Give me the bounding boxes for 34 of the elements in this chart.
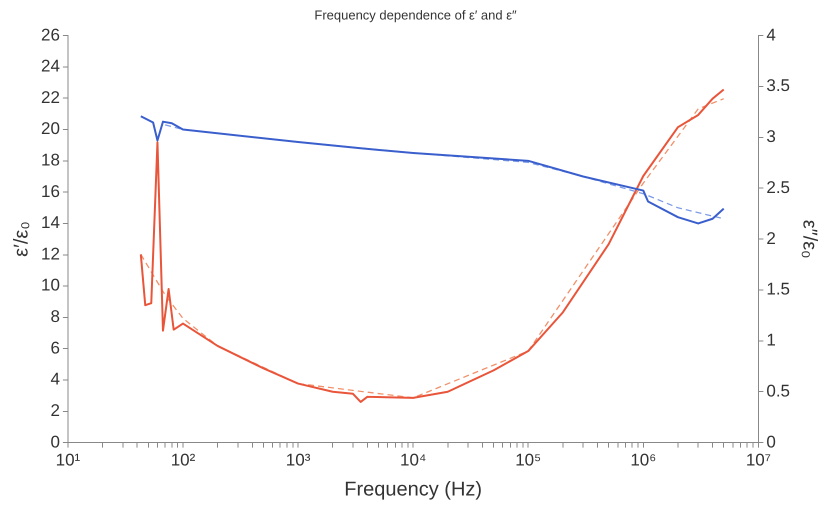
y2-tick-label: 3 [766, 127, 776, 146]
y-tick-label: 18 [40, 150, 60, 170]
y2-tick-label: 0.5 [766, 381, 790, 400]
y-tick-label: 12 [40, 244, 60, 264]
y2-tick-label: 2 [766, 228, 776, 248]
y-tick-label: 16 [40, 182, 60, 201]
x-tick-label: 10⁴ [400, 450, 426, 470]
y2-tick-label: 3.5 [766, 76, 790, 96]
y-tick-label: 26 [40, 25, 60, 44]
y2-tick-label: 4 [766, 25, 776, 44]
y-tick-label: 24 [40, 56, 60, 76]
x-tick-label: 10⁷ [746, 450, 771, 470]
y-tick-label: 20 [40, 119, 60, 138]
x-tick-label: 10⁵ [515, 450, 542, 470]
y-tick-label: 2 [50, 400, 60, 420]
y2-tick-label: 0 [766, 432, 776, 452]
y-tick-label: 8 [50, 307, 60, 326]
y-tick-label: 14 [40, 213, 60, 232]
x-axis-title: Frequency (Hz) [344, 478, 482, 501]
y-tick-label: 0 [50, 432, 60, 452]
y-tick-label: 6 [50, 338, 60, 358]
y2-tick-label: 1.5 [766, 280, 790, 299]
y2-tick-label: 2.5 [766, 178, 790, 197]
y2-tick-label: 1 [766, 330, 776, 350]
y-tick-label: 22 [40, 88, 60, 107]
x-tick-label: 10² [170, 450, 196, 470]
x-tick-label: 10⁶ [630, 450, 656, 470]
y2-axis-title: ε″/ε₀ [798, 220, 820, 258]
y-tick-label: 10 [40, 276, 60, 295]
chart-title: Frequency dependence of ε′ and ε″ [314, 7, 517, 22]
y-tick-label: 4 [50, 370, 60, 389]
y-axis-title: ε′/ε₀ [10, 221, 33, 257]
x-tick-label: 10¹ [56, 450, 81, 470]
x-tick-label: 10³ [286, 450, 311, 470]
